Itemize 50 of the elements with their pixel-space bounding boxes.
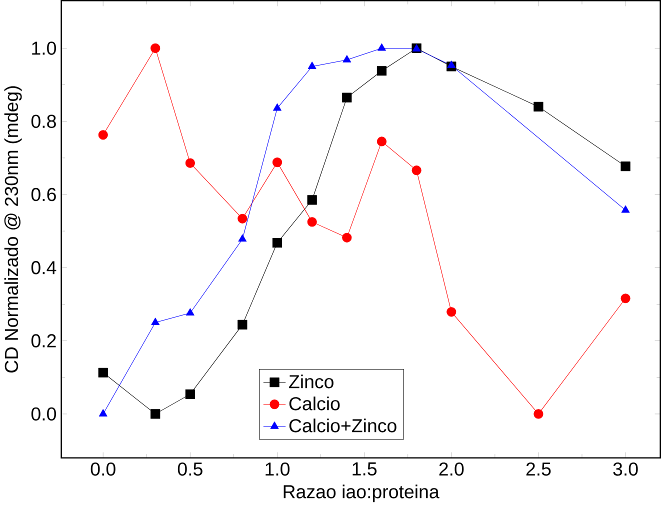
y-axis-title: CD Normalizado @ 230nm (mdeg) — [4, 86, 22, 372]
point — [376, 136, 387, 146]
point — [98, 130, 108, 140]
point — [272, 238, 282, 248]
point — [620, 293, 630, 303]
y-tick-label: 0.0 — [31, 407, 56, 420]
x-tick-label: 2.5 — [526, 462, 551, 476]
x-tick-label: 0.5 — [178, 462, 202, 476]
x-tick-label: 1.5 — [352, 462, 377, 476]
point — [534, 102, 544, 112]
point — [238, 214, 248, 224]
point — [342, 92, 352, 102]
point — [150, 43, 160, 53]
point — [412, 165, 422, 175]
point — [151, 318, 160, 325]
point — [447, 60, 456, 68]
point — [307, 194, 317, 205]
point — [150, 408, 160, 419]
point — [308, 61, 316, 69]
point — [342, 232, 352, 242]
point — [185, 389, 195, 399]
point — [238, 234, 247, 242]
legend-label: Calcio — [289, 396, 340, 410]
y-tick-label: 0.6 — [31, 188, 56, 201]
point — [342, 54, 352, 62]
point — [621, 205, 630, 213]
x-axis-title: Razao iao:proteina — [284, 484, 440, 502]
point — [98, 368, 108, 378]
y-tick-label: 0.4 — [31, 260, 56, 274]
point — [534, 408, 544, 419]
y-tick-label: 1.0 — [32, 41, 56, 55]
point — [307, 216, 317, 227]
point — [620, 161, 630, 171]
point — [185, 158, 195, 168]
point — [446, 306, 456, 317]
x-tick-label: 2.0 — [439, 462, 464, 476]
point — [98, 408, 108, 416]
legend-label: Zinco — [289, 374, 334, 388]
point — [186, 308, 194, 316]
x-tick-label: 1.0 — [266, 462, 290, 476]
point — [273, 103, 282, 111]
legend-label: Calcio+Zinco — [289, 418, 396, 432]
y-tick-label: 0.2 — [31, 334, 56, 348]
point — [376, 66, 387, 76]
point — [272, 157, 282, 167]
point — [238, 320, 248, 330]
point — [378, 43, 386, 51]
x-tick-label: 0.0 — [90, 462, 116, 476]
y-tick-label: 0.8 — [31, 114, 56, 128]
x-tick-label: 3.0 — [613, 462, 638, 476]
